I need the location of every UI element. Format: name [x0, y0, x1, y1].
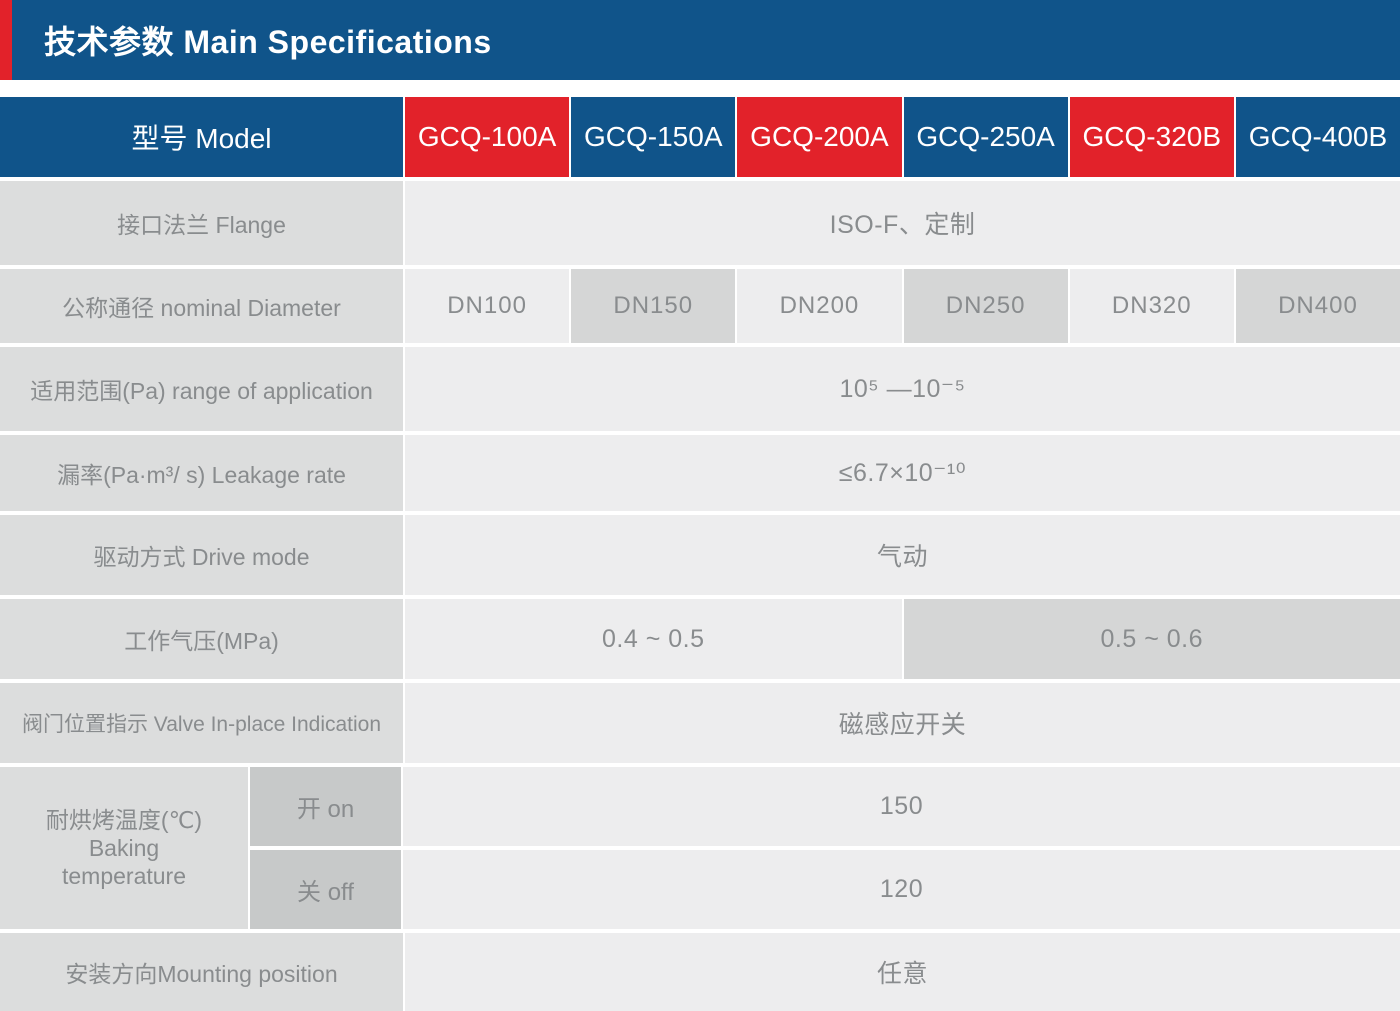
leakage-label: 漏率(Pa·m³/ s) Leakage rate: [0, 435, 403, 511]
model-header-gcq-150a: GCQ-150A: [571, 97, 735, 177]
flange-value: ISO-F、定制: [405, 181, 1400, 265]
diameter-value-dn150: DN150: [571, 269, 735, 343]
title-bar: 技术参数 Main Specifications: [0, 0, 1400, 80]
row-working-pressure: 工作气压(MPa) 0.4 ~ 0.5 0.5 ~ 0.6: [0, 599, 1400, 679]
row-mounting-position: 安装方向Mounting position 任意: [0, 933, 1400, 1011]
diameter-value-dn320: DN320: [1070, 269, 1234, 343]
baking-off-value: 120: [403, 850, 1400, 929]
working-pressure-low: 0.4 ~ 0.5: [405, 599, 902, 679]
model-header-gcq-400b: GCQ-400B: [1236, 97, 1400, 177]
diameter-value-dn400: DN400: [1236, 269, 1400, 343]
flange-label: 接口法兰 Flange: [0, 181, 403, 265]
drive-mode-value: 气动: [405, 515, 1400, 595]
leakage-value: ≤6.7×10⁻¹⁰: [405, 435, 1400, 511]
model-header-gcq-200a: GCQ-200A: [737, 97, 901, 177]
valve-indication-label: 阀门位置指示 Valve In-place Indication: [0, 683, 403, 763]
title-accent-stripe: [0, 0, 12, 80]
model-header-gcq-250a: GCQ-250A: [904, 97, 1068, 177]
valve-indication-value: 磁感应开关: [405, 683, 1400, 763]
mounting-position-label: 安装方向Mounting position: [0, 933, 403, 1011]
working-pressure-high: 0.5 ~ 0.6: [904, 599, 1400, 679]
baking-temperature-label: 耐烘烤温度(℃) Baking temperature: [0, 767, 248, 929]
baking-on-label: 开 on: [250, 767, 401, 846]
baking-sub-row-on: 开 on 150: [248, 767, 1400, 846]
model-header-gcq-320b: GCQ-320B: [1070, 97, 1234, 177]
row-valve-indication: 阀门位置指示 Valve In-place Indication 磁感应开关: [0, 683, 1400, 763]
diameter-value-dn250: DN250: [904, 269, 1068, 343]
mounting-position-value: 任意: [405, 933, 1400, 1011]
page-title: 技术参数 Main Specifications: [44, 17, 492, 63]
row-drive-mode: 驱动方式 Drive mode 气动: [0, 515, 1400, 595]
baking-sub-row-off: 关 off 120: [248, 850, 1400, 929]
baking-sub-rows: 开 on 150 关 off 120: [248, 767, 1400, 929]
working-pressure-label: 工作气压(MPa): [0, 599, 403, 679]
drive-mode-label: 驱动方式 Drive mode: [0, 515, 403, 595]
range-value: 10⁵ —10⁻⁵: [405, 347, 1400, 431]
model-header-label: 型号 Model: [0, 97, 403, 177]
baking-off-label: 关 off: [250, 850, 401, 929]
row-range: 适用范围(Pa) range of application 10⁵ —10⁻⁵: [0, 347, 1400, 431]
diameter-value-dn100: DN100: [405, 269, 569, 343]
row-leakage: 漏率(Pa·m³/ s) Leakage rate ≤6.7×10⁻¹⁰: [0, 435, 1400, 511]
diameter-label: 公称通径 nominal Diameter: [0, 269, 403, 343]
diameter-value-dn200: DN200: [737, 269, 901, 343]
row-flange: 接口法兰 Flange ISO-F、定制: [0, 181, 1400, 265]
baking-on-value: 150: [403, 767, 1400, 846]
model-header-gcq-100a: GCQ-100A: [405, 97, 569, 177]
range-label: 适用范围(Pa) range of application: [0, 347, 403, 431]
row-baking-temperature: 耐烘烤温度(℃) Baking temperature 开 on 150 关 o…: [0, 767, 1400, 929]
